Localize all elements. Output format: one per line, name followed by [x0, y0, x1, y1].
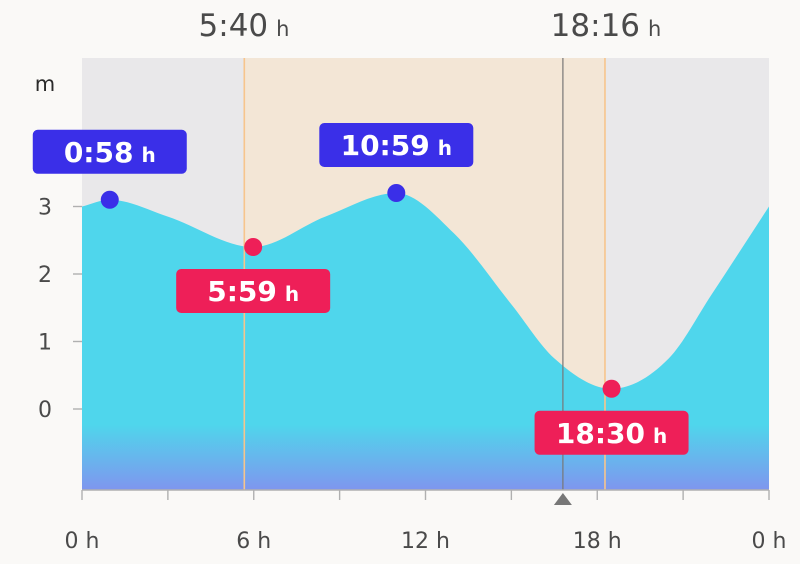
x-tick-label: 12 h	[401, 529, 450, 554]
x-tick-label: 0 h	[752, 529, 787, 554]
x-tick-label: 0 h	[65, 529, 100, 554]
low-tide-label: 5:59 h	[176, 269, 331, 313]
high-tide-label: 10:59 h	[319, 123, 474, 167]
extreme-time: 5:59	[207, 275, 277, 308]
extreme-time: 0:58	[64, 136, 134, 169]
y-tick-label: 1	[38, 331, 52, 356]
label-box	[534, 410, 689, 455]
label-text: 0:58 h	[64, 136, 156, 169]
extreme-unit: h	[653, 424, 667, 448]
extreme-unit: h	[438, 136, 452, 160]
current-time-marker	[553, 493, 572, 505]
extreme-time: 18:30	[556, 417, 645, 450]
high-tide-point	[387, 184, 406, 202]
low-tide-label: 18:30 h	[534, 410, 689, 455]
label-text: 10:59 h	[341, 129, 452, 162]
label-text: 18:30 h	[556, 417, 667, 450]
label-box	[319, 123, 474, 167]
sunrise-header: 5:40 h	[199, 8, 290, 44]
y-tick-label: 3	[38, 196, 52, 221]
extreme-time: 10:59	[341, 129, 430, 162]
sunrise-unit: h	[276, 17, 289, 41]
low-tide-point	[244, 238, 263, 256]
tide-extremes: 0:58 h 5:59 h 10:59 h 18:30 h	[32, 123, 689, 455]
high-tide-point	[100, 190, 119, 209]
y-tick-label: 2	[38, 263, 52, 288]
x-axis: 0 h 6 h 12 h 18 h 0 h	[65, 489, 787, 554]
low-tide-point	[602, 379, 621, 398]
label-box	[176, 269, 331, 313]
x-tick-label: 6 h	[236, 529, 271, 554]
y-axis: m 01234	[35, 72, 82, 423]
extreme-unit: h	[285, 282, 299, 306]
sunset-unit: h	[648, 17, 661, 41]
y-unit-label: m	[35, 72, 55, 96]
sunset-header: 18:16 h	[551, 8, 662, 44]
svg-text:5:40h: 5:40 h	[199, 8, 290, 44]
y-tick-label: 0	[38, 398, 52, 423]
label-box	[32, 129, 187, 174]
x-tick-label: 18 h	[573, 529, 622, 554]
extreme-unit: h	[141, 143, 155, 167]
sunset-time: 18:16	[551, 8, 640, 44]
high-tide-label: 0:58 h	[32, 129, 187, 174]
label-text: 5:59 h	[207, 275, 299, 308]
svg-text:18:16h: 18:16 h	[551, 8, 662, 44]
sunrise-time: 5:40	[199, 8, 269, 44]
